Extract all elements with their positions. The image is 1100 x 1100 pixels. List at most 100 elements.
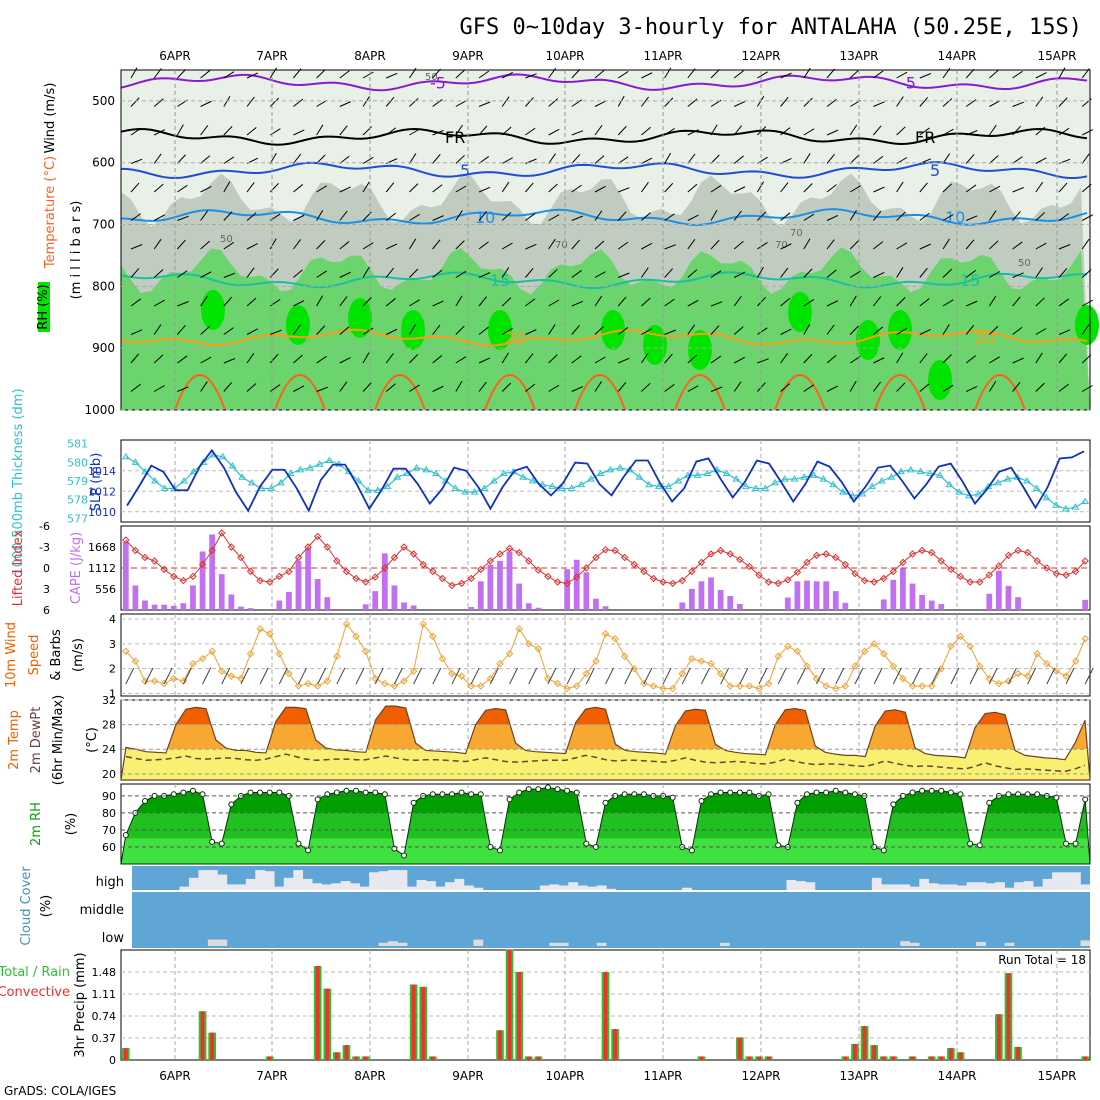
wind-barb <box>432 300 444 307</box>
wind-barb <box>432 667 442 685</box>
cloud-low-bar <box>378 942 389 946</box>
wind-barb <box>594 271 606 278</box>
wind-point <box>1071 657 1080 665</box>
wind-barb <box>896 242 908 250</box>
cloud-high-bar <box>947 884 958 891</box>
wind-barb <box>478 101 491 107</box>
wind-barb <box>223 181 231 193</box>
wind-barb <box>594 69 605 79</box>
precip-conv-bar <box>699 1056 704 1060</box>
wind-barb <box>988 667 998 685</box>
wind-barb <box>293 354 303 364</box>
lifted-tick-label: -3 <box>39 541 50 554</box>
wind-barb <box>618 357 630 364</box>
wind-barb <box>896 267 904 278</box>
wind-barb <box>478 210 488 221</box>
wind-barb <box>965 99 977 107</box>
wind-barb <box>501 297 512 307</box>
wind-barb <box>153 183 164 193</box>
wind-barb <box>733 100 746 107</box>
cape-bar <box>535 607 542 610</box>
wind-barb <box>896 352 904 364</box>
wind-point <box>323 677 331 685</box>
rh-point <box>247 789 254 796</box>
wind-barb <box>919 328 931 335</box>
wind-point <box>400 677 408 685</box>
wind-barb <box>1027 667 1037 685</box>
panel-frame <box>120 613 1091 697</box>
wind-point <box>784 642 792 651</box>
wind-barb <box>617 125 627 136</box>
wind-barb <box>942 183 953 193</box>
wind-barb <box>246 212 257 221</box>
temp2m-panel: 20 24 28 32 2m Temp 2m DewPt (6hr Min/Max) (°C) <box>7 694 1091 785</box>
lifted-point <box>505 544 514 553</box>
rh-point <box>122 832 129 839</box>
wind-barb <box>1058 268 1068 278</box>
wind-barb <box>548 214 560 221</box>
wind-barb <box>316 154 326 164</box>
wind-point <box>726 682 734 690</box>
thickness-point <box>238 473 247 480</box>
rh-label: RH (%) <box>36 284 51 329</box>
wind-barb <box>200 381 208 392</box>
wind-barb <box>246 383 257 392</box>
wind-barb <box>278 667 288 685</box>
temp-contour-25 <box>374 374 426 411</box>
precip-total-label: Total / Rain <box>0 965 70 980</box>
dewpt-label: 2m DewPt <box>29 707 44 774</box>
wind-point <box>582 669 591 678</box>
cape-bar <box>295 560 302 610</box>
rh-tick-label: 60 <box>102 841 116 854</box>
lifted-point <box>889 567 898 576</box>
cloud-low-bar <box>596 942 607 946</box>
rh-point <box>564 787 571 794</box>
wind-barb <box>339 381 348 392</box>
cloud-high-bar <box>786 880 797 891</box>
wind-barb <box>780 328 792 335</box>
wind-point <box>467 682 475 690</box>
wind-point <box>208 647 216 655</box>
cloud-high-bar <box>473 887 484 891</box>
date-label: 14APR <box>937 1069 976 1083</box>
wind-barb <box>478 125 488 136</box>
wind-barb <box>362 96 370 107</box>
lifted-point <box>390 553 399 562</box>
wind-point <box>170 674 178 683</box>
wind-barb <box>385 182 395 193</box>
wind-barb <box>1058 298 1070 307</box>
rh-contour-label: 50 <box>220 234 233 245</box>
cape-bar <box>228 594 235 610</box>
wind-barb <box>525 73 537 79</box>
rh-point <box>496 847 503 854</box>
wind-barb <box>965 324 975 335</box>
wind-barb <box>826 98 837 107</box>
wind-point <box>774 652 782 660</box>
wind-barb <box>455 185 467 193</box>
wind-point <box>448 669 456 678</box>
wind-barb <box>826 269 837 278</box>
wind-barb <box>339 70 350 79</box>
wind-barb <box>710 386 723 392</box>
wind-barb <box>942 384 954 392</box>
wind-barb <box>339 210 348 221</box>
wind-barb <box>942 214 954 221</box>
wind-barb <box>1012 381 1021 392</box>
thickness-point <box>616 463 624 471</box>
cloud-high-bar <box>274 886 285 891</box>
temp-tick-label: 20 <box>102 768 116 781</box>
wind-point <box>889 662 898 670</box>
wind-barb <box>594 240 605 250</box>
wind-barb <box>177 355 188 364</box>
cloud-high-bar <box>397 870 408 891</box>
wind-barb <box>617 381 627 392</box>
wind-barb <box>501 267 510 278</box>
wind-barb <box>525 298 536 307</box>
wind-barb <box>455 325 465 335</box>
cloud-high-bar <box>1042 878 1053 891</box>
wind-barb <box>153 129 166 136</box>
cloud-high-bar <box>321 884 332 891</box>
rh-point <box>1005 791 1012 798</box>
cape-bar <box>880 599 887 610</box>
